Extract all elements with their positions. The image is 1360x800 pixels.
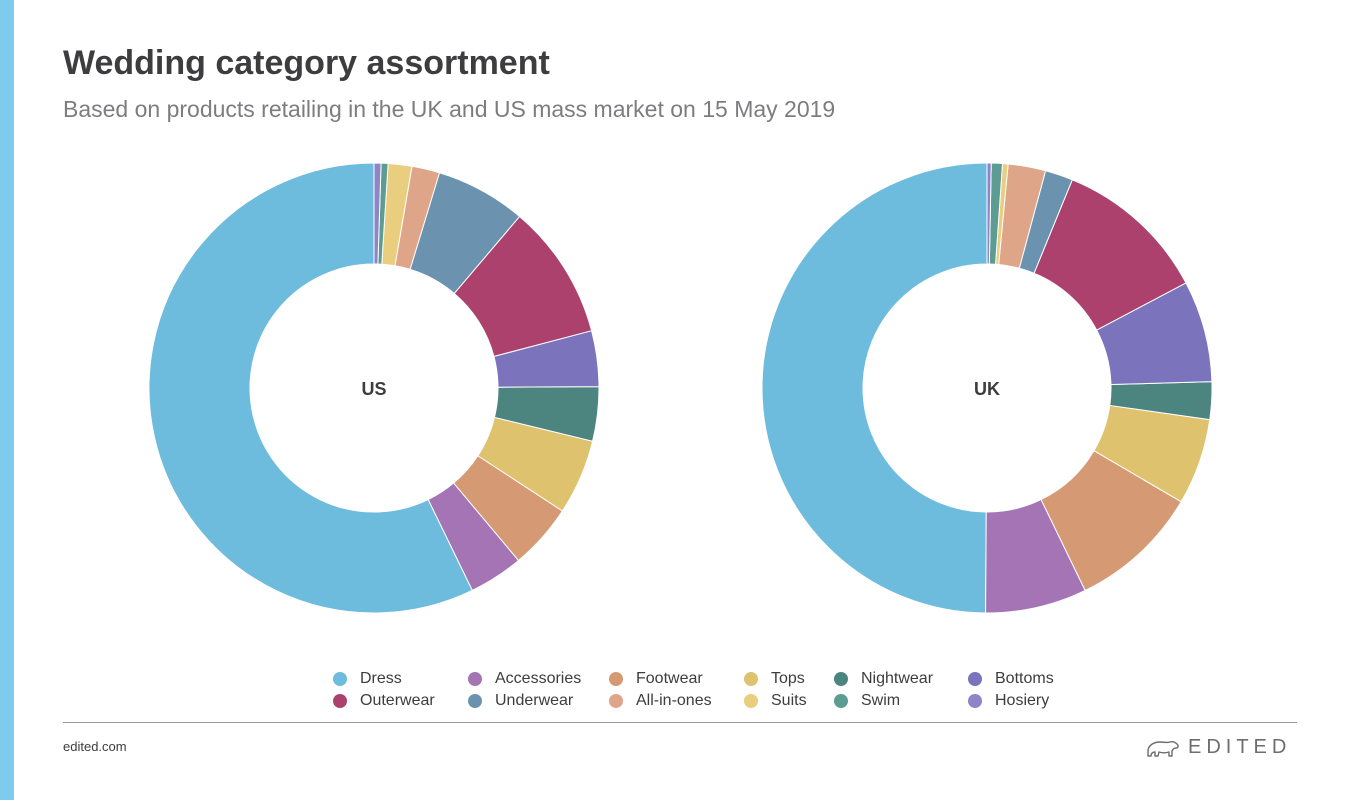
legend-item-accessories[interactable]: Accessories: [468, 670, 609, 688]
legend-swatch: [744, 672, 758, 686]
legend-swatch: [333, 672, 347, 686]
legend-label: Hosiery: [995, 692, 1050, 709]
brand-logo: EDITED: [1146, 734, 1291, 760]
legend-item-hosiery[interactable]: Hosiery: [968, 692, 1078, 710]
legend-swatch: [834, 672, 848, 686]
legend-label: Swim: [861, 692, 901, 709]
slice-uk-dress[interactable]: [761, 162, 988, 614]
donut-center-label: US: [361, 379, 386, 399]
legend-label: Dress: [360, 670, 402, 687]
legend-item-outerwear[interactable]: Outerwear: [333, 692, 468, 710]
polar-bear-icon: [1147, 740, 1179, 757]
legend-item-bottoms[interactable]: Bottoms: [968, 670, 1078, 688]
legend-label: Tops: [771, 670, 805, 687]
brand-text: EDITED: [1188, 735, 1292, 758]
legend-swatch: [609, 694, 623, 708]
legend-item-tops[interactable]: Tops: [744, 670, 834, 688]
legend-label: Bottoms: [995, 670, 1054, 687]
page-title: Wedding category assortment: [63, 44, 550, 82]
legend-item-dress[interactable]: Dress: [333, 670, 468, 688]
legend: Dress Accessories Footwear Tops Nightwear Bot…: [333, 670, 1093, 710]
legend-swatch: [744, 694, 758, 708]
accent-bar: [0, 0, 14, 800]
legend-item-underwear[interactable]: Underwear: [468, 692, 609, 710]
legend-item-suits[interactable]: Suits: [744, 692, 834, 710]
donut-us: US: [148, 162, 600, 614]
footer-divider: [63, 722, 1297, 723]
legend-swatch: [968, 694, 982, 708]
donut-center-label: UK: [974, 379, 1000, 399]
legend-swatch: [468, 672, 482, 686]
legend-item-footwear[interactable]: Footwear: [609, 670, 744, 688]
legend-label: Footwear: [636, 670, 703, 687]
legend-label: Nightwear: [861, 670, 934, 687]
slice-uk-hosiery[interactable]: [986, 162, 992, 265]
legend-label: Outerwear: [360, 692, 435, 709]
legend-swatch: [609, 672, 623, 686]
legend-label: Suits: [771, 692, 807, 709]
legend-swatch: [968, 672, 982, 686]
page-subtitle: Based on products retailing in the UK an…: [63, 96, 836, 122]
slice-us-hosiery[interactable]: [373, 162, 382, 265]
slice-us-dress[interactable]: [148, 162, 474, 614]
donut-charts: US UK: [148, 162, 1213, 614]
legend-label: Underwear: [495, 692, 574, 709]
legend-item-swim[interactable]: Swim: [834, 692, 968, 710]
legend-swatch: [333, 694, 347, 708]
legend-item-nightwear[interactable]: Nightwear: [834, 670, 968, 688]
legend-label: Accessories: [495, 670, 582, 687]
legend-label: All-in-ones: [636, 692, 712, 709]
donut-uk: UK: [761, 162, 1213, 614]
footer-link[interactable]: edited.com: [63, 739, 127, 754]
legend-item-all-in-ones[interactable]: All-in-ones: [609, 692, 744, 710]
legend-swatch: [834, 694, 848, 708]
legend-swatch: [468, 694, 482, 708]
